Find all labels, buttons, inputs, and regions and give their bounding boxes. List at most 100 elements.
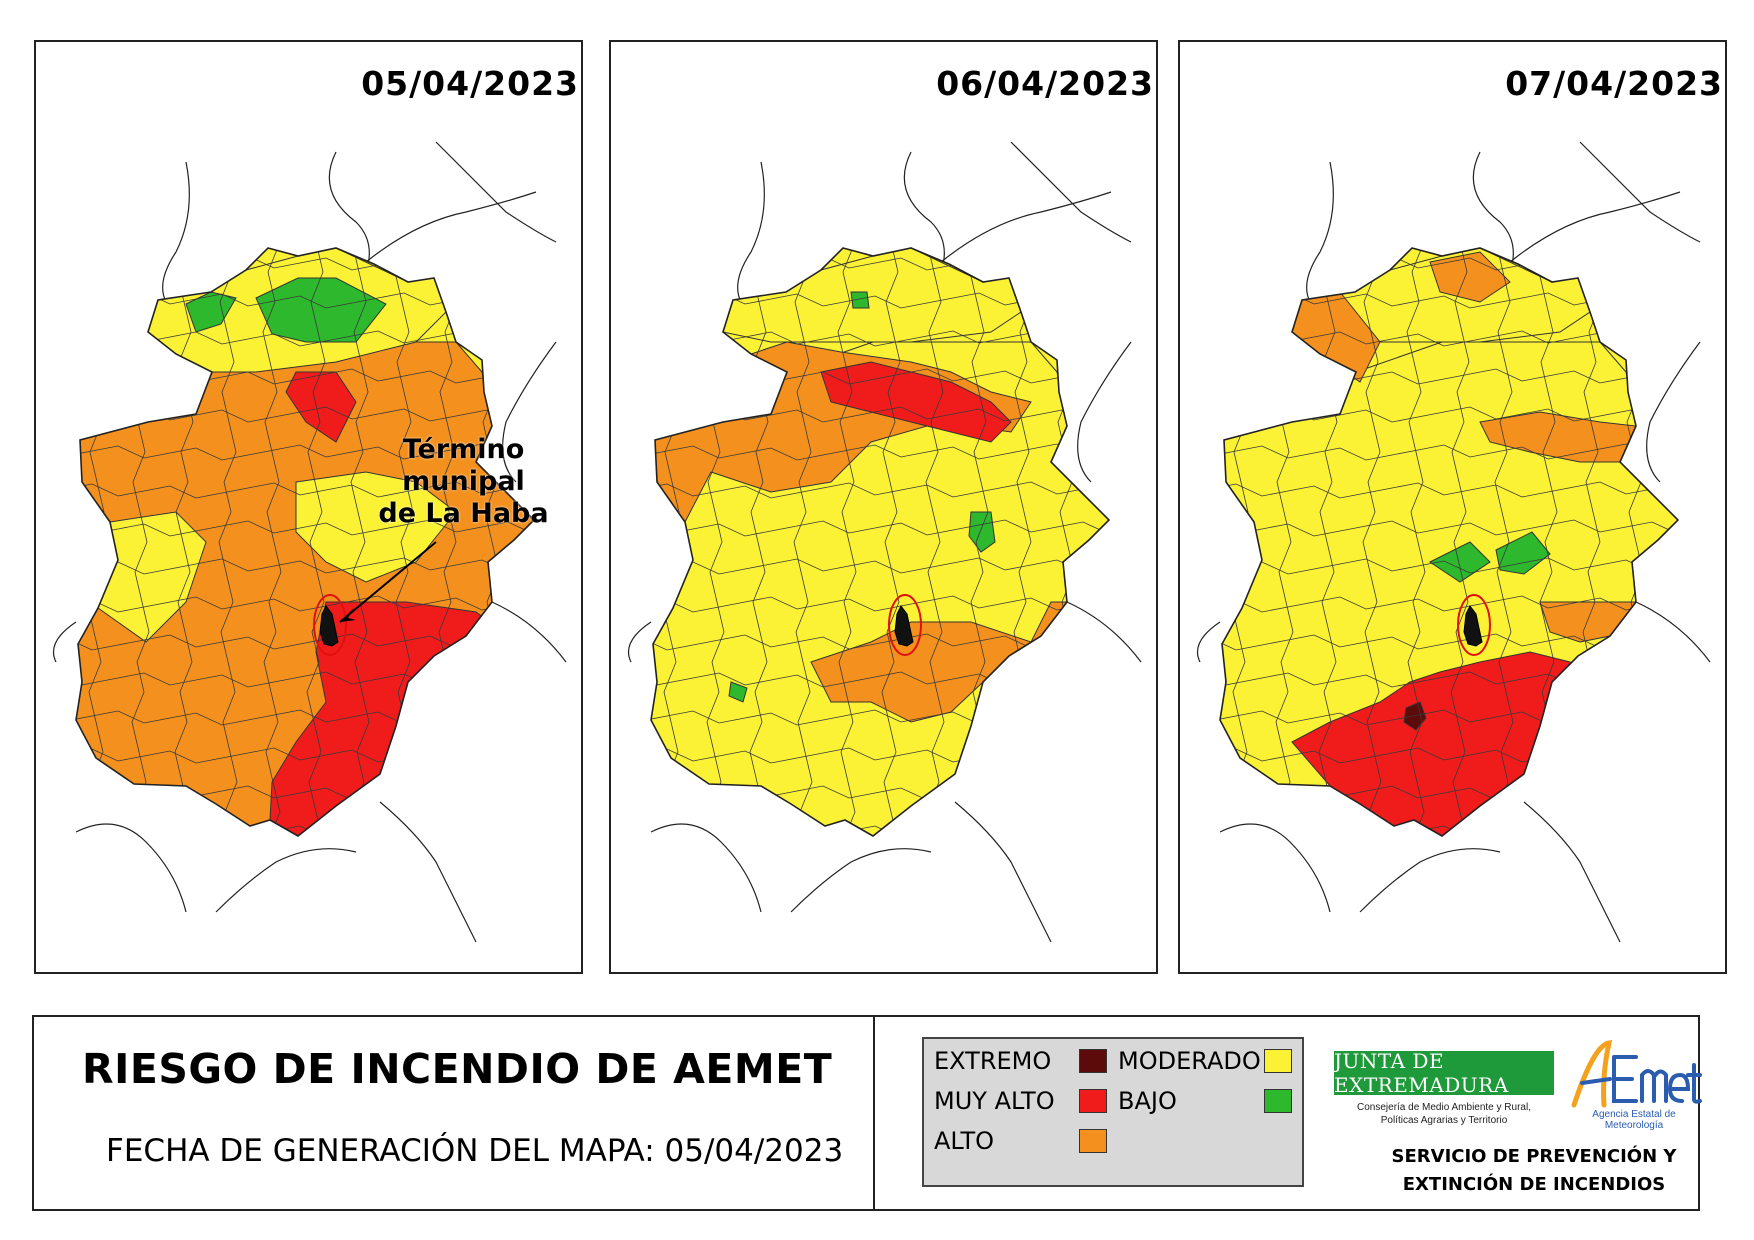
legend-label-bajo: BAJO (1118, 1087, 1177, 1115)
annotation-arrowhead (340, 608, 356, 622)
municipal-border (1101, 248, 1109, 836)
border-line (491, 601, 567, 663)
municipal-border (1494, 248, 1514, 836)
border-line (215, 848, 357, 913)
border-line (1010, 141, 1132, 243)
municipal-border (651, 595, 1109, 613)
risk-zones (1220, 248, 1678, 836)
border-line (1635, 601, 1711, 663)
municipal-border (651, 519, 1109, 537)
legend-swatch-alto (1079, 1129, 1107, 1153)
municipal-border (1450, 248, 1470, 836)
municipal-border (1406, 248, 1426, 836)
la-haba-highlight-ring (1457, 594, 1491, 656)
annotation-arrow (339, 541, 437, 623)
annotation-line1: Término munipal (402, 434, 525, 497)
border-line (1523, 801, 1621, 943)
municipal-border (526, 248, 534, 836)
geo-lines (1196, 141, 1711, 943)
border-line (502, 341, 557, 483)
municipal-border (749, 248, 769, 836)
municipality-annotation: Término munipal de La Haba (346, 434, 581, 530)
risk-zone-alto (1429, 251, 1511, 303)
municipal-border (651, 557, 1109, 575)
border-line (1066, 601, 1142, 663)
legend-label-muy-alto: MUY ALTO (934, 1087, 1055, 1115)
border-line (954, 801, 1052, 943)
municipal-border (262, 248, 282, 836)
border-line (365, 191, 537, 263)
municipal-border (76, 481, 534, 499)
legend-swatch-muy-alto (1079, 1089, 1107, 1113)
border-line (1077, 341, 1132, 483)
border-line (737, 161, 765, 303)
annotation-line2: de La Haba (378, 498, 549, 529)
junta-subtitle: Consejería de Medio Ambiente y Rural, Po… (1357, 1102, 1531, 1126)
legend-label-extremo: EXTREMO (934, 1047, 1052, 1075)
border-line (328, 151, 370, 273)
municipal-border (651, 443, 1109, 461)
border-line (1359, 848, 1501, 913)
legend-swatch-extremo (1079, 1049, 1107, 1073)
generation-date: FECHA DE GENERACIÓN DEL MAPA: 05/04/2023 (106, 1133, 844, 1169)
region-outline (650, 247, 1111, 837)
map-panel-day2: 06/04/2023 (609, 40, 1158, 974)
border-line (52, 621, 77, 663)
border-line (379, 801, 477, 943)
municipal-border (651, 481, 1109, 499)
border-line (1646, 341, 1701, 483)
municipal-border (837, 248, 857, 836)
la-haba-municipality (319, 605, 339, 647)
region-map-day1 (52, 141, 567, 943)
map-panel-day1: 05/04/2023 Término munipal de La Haba (34, 40, 583, 974)
region-map-day2 (627, 141, 1142, 943)
risk-zone-muy-alto (820, 361, 1012, 443)
border-line (75, 823, 187, 913)
municipal-border (1318, 248, 1338, 836)
risk-zones (651, 248, 1109, 836)
municipal-border (925, 248, 945, 836)
risk-zones (76, 248, 534, 836)
municipal-border (1220, 595, 1678, 613)
junta-logo-text: JUNTA DE EXTREMADURA (1334, 1049, 1509, 1097)
municipal-border (1220, 443, 1678, 461)
municipal-border (350, 248, 370, 836)
footer-panel: RIESGO DE INCENDIO DE AEMET FECHA DE GEN… (32, 1015, 1702, 1211)
legend-label-alto: ALTO (934, 1127, 995, 1155)
municipal-border (76, 557, 534, 575)
border-line (1579, 141, 1701, 243)
aemet-logo-icon (1571, 1040, 1702, 1108)
municipal-border (1362, 248, 1382, 836)
junta-extremadura-logo: JUNTA DE EXTREMADURA (1334, 1049, 1554, 1097)
border-line (940, 191, 1112, 263)
municipal-border (174, 248, 194, 836)
border-line (1306, 161, 1334, 303)
legend-swatch-moderado (1264, 1049, 1292, 1073)
service-line1: SERVICIO DE PREVENCIÓN Y (1391, 1146, 1677, 1167)
municipal-border (1220, 557, 1678, 575)
municipal-border (1220, 519, 1678, 537)
region-outline (75, 247, 536, 837)
border-line (1472, 151, 1514, 273)
la-haba-highlight-ring (888, 594, 922, 656)
municipal-border (76, 443, 534, 461)
geo-lines (627, 141, 1142, 943)
map-date-day2: 06/04/2023 (936, 64, 1154, 103)
aemet-subtitle: Agencia Estatal de Meteorología (1592, 1109, 1676, 1131)
risk-legend: EXTREMO MUY ALTO ALTO MODERADO BAJO (922, 1037, 1304, 1187)
border-line (1509, 191, 1681, 263)
border-line (162, 161, 190, 303)
page-title: RIESGO DE INCENDIO DE AEMET (82, 1045, 833, 1093)
border-line (1196, 621, 1221, 663)
municipal-border (306, 248, 326, 836)
map-date-day1: 05/04/2023 (361, 64, 579, 103)
border-line (790, 848, 932, 913)
legend-swatch-bajo (1264, 1089, 1292, 1113)
geo-lines (52, 141, 567, 943)
risk-zone-moderado (295, 471, 457, 583)
municipal-border (1670, 248, 1678, 836)
risk-zone-bajo (850, 291, 870, 309)
border-line (627, 621, 652, 663)
map-panel-day3: 07/04/2023 (1178, 40, 1727, 974)
municipal-border (218, 248, 238, 836)
